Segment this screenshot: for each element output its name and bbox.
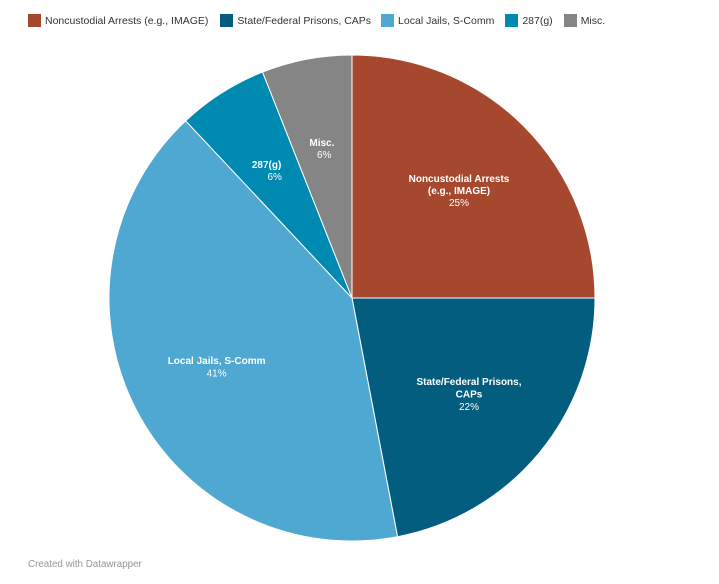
svg-text:25%: 25%	[449, 198, 469, 209]
svg-text:(e.g., IMAGE): (e.g., IMAGE)	[428, 186, 490, 197]
svg-text:41%: 41%	[207, 368, 227, 379]
svg-text:22%: 22%	[459, 402, 479, 413]
svg-text:State/Federal Prisons,: State/Federal Prisons,	[416, 377, 521, 388]
svg-text:Misc.: Misc.	[309, 138, 334, 149]
svg-text:Local Jails, S-Comm: Local Jails, S-Comm	[168, 356, 266, 367]
svg-text:287(g): 287(g)	[252, 160, 281, 171]
svg-text:Noncustodial Arrests: Noncustodial Arrests	[409, 174, 510, 185]
svg-text:6%: 6%	[317, 150, 332, 161]
svg-text:CAPs: CAPs	[456, 390, 483, 401]
svg-text:6%: 6%	[267, 172, 282, 183]
